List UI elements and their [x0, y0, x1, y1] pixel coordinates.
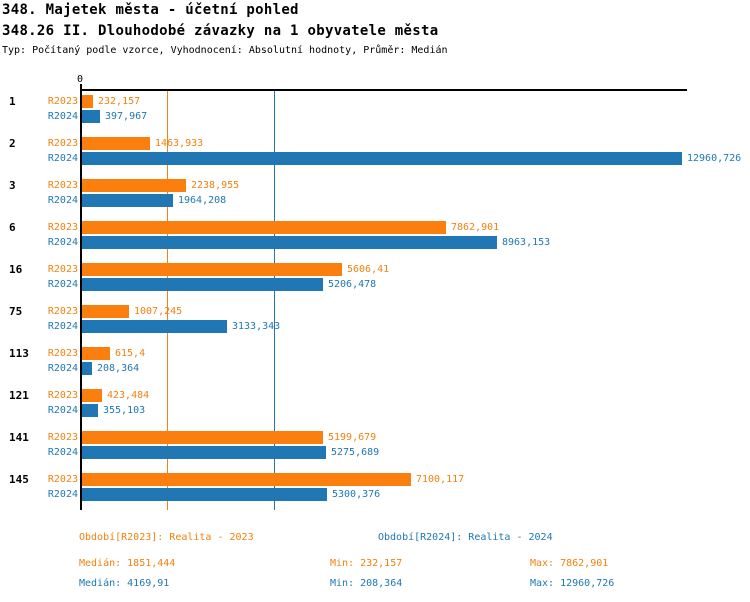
- bar-r2023-cat-145: [82, 473, 411, 486]
- series-label-r2023-cat-1: R2023: [47, 96, 78, 107]
- series-label-r2023-cat-145: R2023: [47, 474, 78, 485]
- category-label-3: 3: [9, 179, 16, 192]
- y-axis-line: [80, 84, 82, 510]
- series-label-r2024-cat-75: R2024: [47, 321, 78, 332]
- series-label-r2023-cat-2: R2023: [47, 138, 78, 149]
- category-label-121: 121: [9, 389, 29, 402]
- value-label-r2023-cat-6: 7862,901: [451, 222, 500, 233]
- bar-r2024-cat-16: [82, 278, 323, 291]
- page-subtitle: 348.26 II. Dlouhodobé závazky na 1 obyva…: [2, 23, 439, 39]
- series-label-r2024-cat-145: R2024: [47, 489, 78, 500]
- value-label-r2024-cat-16: 5206,478: [328, 279, 377, 290]
- bar-r2024-cat-75: [82, 320, 227, 333]
- bar-r2024-cat-121: [82, 404, 98, 417]
- category-label-6: 6: [9, 221, 16, 234]
- bar-r2023-cat-1: [82, 95, 93, 108]
- stat-max-r2024: Max: 12960,726: [530, 578, 615, 589]
- bar-r2023-cat-3: [82, 179, 186, 192]
- bar-r2024-cat-113: [82, 362, 92, 375]
- value-label-r2024-cat-1: 397,967: [105, 111, 148, 122]
- axis-zero-label: 0: [76, 74, 84, 85]
- value-label-r2023-cat-1: 232,157: [98, 96, 141, 107]
- value-label-r2024-cat-121: 355,103: [103, 405, 146, 416]
- median-gridline-r2023: [167, 91, 168, 510]
- stat-max-r2023: Max: 7862,901: [530, 558, 609, 569]
- bar-r2023-cat-121: [82, 389, 102, 402]
- series-label-r2024-cat-141: R2024: [47, 447, 78, 458]
- value-label-r2024-cat-145: 5300,376: [332, 489, 381, 500]
- value-label-r2023-cat-75: 1007,245: [134, 306, 183, 317]
- value-label-r2023-cat-3: 2238,955: [191, 180, 240, 191]
- bar-r2024-cat-1: [82, 110, 100, 123]
- median-gridline-r2024: [274, 91, 275, 510]
- bar-r2024-cat-145: [82, 488, 327, 501]
- series-label-r2024-cat-1: R2024: [47, 111, 78, 122]
- category-label-145: 145: [9, 473, 29, 486]
- bar-chart: 0 1 R2023 232,157 R2024 397,967 2 R2023 1463,93…: [0, 70, 750, 520]
- value-label-r2024-cat-6: 8963,153: [502, 237, 551, 248]
- series-label-r2023-cat-121: R2023: [47, 390, 78, 401]
- value-label-r2023-cat-145: 7100,117: [416, 474, 465, 485]
- value-label-r2023-cat-121: 423,484: [107, 390, 150, 401]
- stat-min-r2023: Min: 232,157: [330, 558, 403, 569]
- category-label-141: 141: [9, 431, 29, 444]
- series-label-r2023-cat-16: R2023: [47, 264, 78, 275]
- bar-r2023-cat-2: [82, 137, 150, 150]
- legend-r2024: Období[R2024]: Realita - 2024: [378, 532, 553, 543]
- stat-median-r2023: Medián: 1851,444: [79, 558, 176, 569]
- series-label-r2024-cat-2: R2024: [47, 153, 78, 164]
- series-label-r2023-cat-75: R2023: [47, 306, 78, 317]
- bar-r2023-cat-16: [82, 263, 342, 276]
- series-label-r2024-cat-6: R2024: [47, 237, 78, 248]
- value-label-r2024-cat-3: 1964,208: [178, 195, 227, 206]
- legend-r2023: Období[R2023]: Realita - 2023: [79, 532, 254, 543]
- value-label-r2023-cat-141: 5199,679: [328, 432, 377, 443]
- value-label-r2024-cat-141: 5275,689: [331, 447, 380, 458]
- value-label-r2024-cat-75: 3133,343: [232, 321, 281, 332]
- series-label-r2023-cat-3: R2023: [47, 180, 78, 191]
- stat-median-r2024: Medián: 4169,91: [79, 578, 170, 589]
- bar-r2024-cat-3: [82, 194, 173, 207]
- category-label-16: 16: [9, 263, 23, 276]
- category-label-2: 2: [9, 137, 16, 150]
- series-label-r2023-cat-6: R2023: [47, 222, 78, 233]
- value-label-r2023-cat-2: 1463,933: [155, 138, 204, 149]
- bar-r2023-cat-141: [82, 431, 323, 444]
- bar-r2023-cat-6: [82, 221, 446, 234]
- bar-r2023-cat-75: [82, 305, 129, 318]
- bar-r2023-cat-113: [82, 347, 110, 360]
- series-label-r2024-cat-16: R2024: [47, 279, 78, 290]
- category-label-75: 75: [9, 305, 23, 318]
- bar-r2024-cat-2: [82, 152, 682, 165]
- x-axis-line: [80, 89, 687, 91]
- series-label-r2023-cat-141: R2023: [47, 432, 78, 443]
- page-title: 348. Majetek města - účetní pohled: [2, 2, 299, 18]
- category-label-113: 113: [9, 347, 29, 360]
- series-label-r2024-cat-121: R2024: [47, 405, 78, 416]
- series-label-r2024-cat-3: R2024: [47, 195, 78, 206]
- chart-meta: Typ: Počítaný podle vzorce, Vyhodnocení:…: [2, 45, 448, 56]
- series-label-r2023-cat-113: R2023: [47, 348, 78, 359]
- series-label-r2024-cat-113: R2024: [47, 363, 78, 374]
- stat-min-r2024: Min: 208,364: [330, 578, 403, 589]
- value-label-r2024-cat-2: 12960,726: [687, 153, 742, 164]
- value-label-r2024-cat-113: 208,364: [97, 363, 140, 374]
- value-label-r2023-cat-113: 615,4: [115, 348, 146, 359]
- bar-r2024-cat-141: [82, 446, 326, 459]
- value-label-r2023-cat-16: 5606,41: [347, 264, 390, 275]
- bar-r2024-cat-6: [82, 236, 497, 249]
- category-label-1: 1: [9, 95, 16, 108]
